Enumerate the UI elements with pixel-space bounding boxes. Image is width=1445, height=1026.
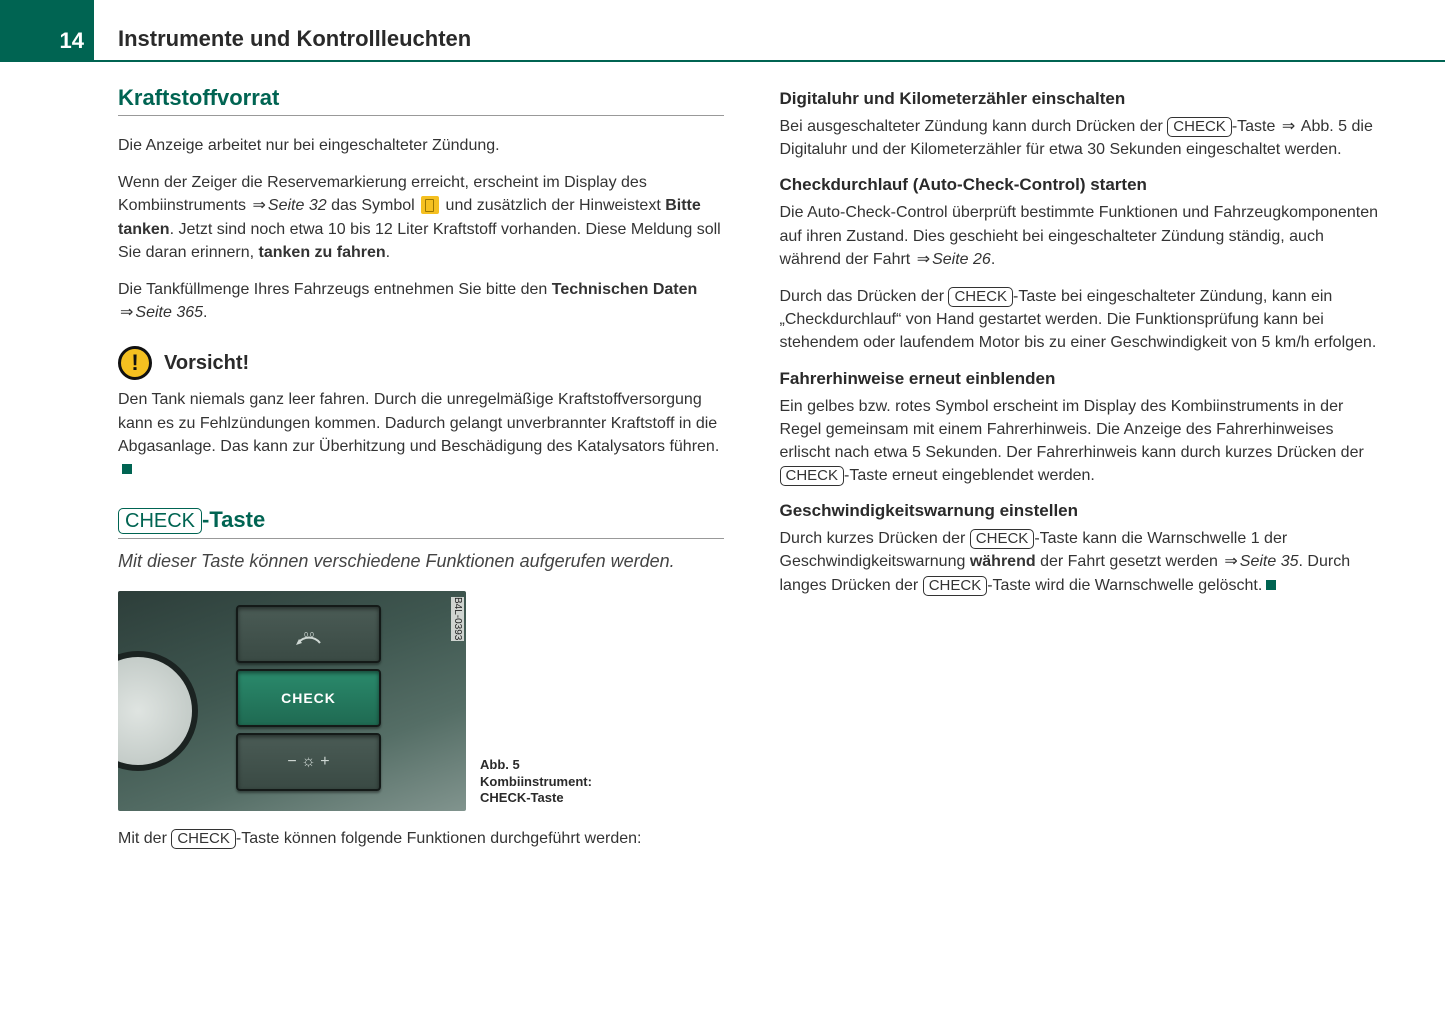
text-fragment: . <box>386 244 390 261</box>
right-column: Digitaluhr und Kilometerzähler einschalt… <box>780 85 1386 996</box>
section-title-kraftstoff: Kraftstoffvorrat <box>118 85 724 116</box>
subheading-checkdurchlauf: Checkdurchlauf (Auto-Check-Control) star… <box>780 175 1386 195</box>
para-r4: Ein gelbes bzw. rotes Symbol erscheint i… <box>780 395 1386 488</box>
dashboard-button-stack: 0.0 CHECK − ☼ + <box>236 605 381 797</box>
check-button-label: CHECK <box>780 466 845 486</box>
ref-arrow-icon <box>118 304 135 321</box>
title-suffix: -Taste <box>202 507 265 532</box>
section-subtitle: Mit dieser Taste können verschiedene Fun… <box>118 549 724 573</box>
svg-text:0.0: 0.0 <box>304 632 314 639</box>
bold-text: Technischen Daten <box>552 281 698 298</box>
text-fragment: Die Tankfüllmenge Ihres Fahrzeugs entneh… <box>118 281 552 298</box>
bold-text: während <box>970 553 1036 570</box>
left-column: Kraftstoffvorrat Die Anzeige arbeitet nu… <box>118 85 724 996</box>
ref-arrow-icon <box>915 251 932 268</box>
page-ref: Seite 26 <box>932 251 991 268</box>
para-check-intro: Mit der CHECK-Taste können folgende Funk… <box>118 827 724 850</box>
text-fragment: Mit der <box>118 830 171 847</box>
section-title-check: CHECK-Taste <box>118 507 724 539</box>
text-fragment: und zusätzlich der Hinweistext <box>441 197 665 214</box>
para-fuel-2: Wenn der Zeiger die Reservemarkierung er… <box>118 171 724 264</box>
end-square-icon <box>1266 580 1276 590</box>
check-button-label: CHECK <box>1167 117 1232 137</box>
check-button-label: CHECK <box>118 508 202 534</box>
text-fragment: . <box>991 251 995 268</box>
figure-caption: Abb. 5 Kombiinstrument: CHECK-Taste <box>480 757 610 812</box>
check-button-label: CHECK <box>948 287 1013 307</box>
text-fragment: Ein gelbes bzw. rotes Symbol erscheint i… <box>780 398 1364 461</box>
para-r1: Bei ausgeschalteter Zündung kann durch D… <box>780 115 1386 161</box>
figure-code: B4L-0393 <box>451 597 464 640</box>
page-number: 14 <box>60 28 84 54</box>
ref-arrow-icon <box>251 197 268 214</box>
check-button-label: CHECK <box>970 529 1035 549</box>
check-button-graphic: CHECK <box>236 669 381 727</box>
text-fragment: -Taste erneut eingeblendet werden. <box>844 467 1095 484</box>
para-r3: Durch das Drücken der CHECK-Taste bei ei… <box>780 285 1386 355</box>
text-fragment: . <box>203 304 207 321</box>
para-fuel-3: Die Tankfüllmenge Ihres Fahrzeugs entneh… <box>118 278 724 324</box>
text-fragment: Durch das Drücken der <box>780 288 949 305</box>
text-fragment: -Taste <box>1232 118 1280 135</box>
gauge-edge-graphic <box>118 651 198 771</box>
text-fragment: der Fahrt gesetzt werden <box>1036 553 1223 570</box>
end-square-icon <box>122 464 132 474</box>
ref-arrow-icon <box>1280 118 1297 135</box>
reset-button-graphic: 0.0 <box>236 605 381 663</box>
ref-arrow-icon <box>1222 553 1239 570</box>
para-r2: Die Auto-Check-Control überprüft bestimm… <box>780 201 1386 271</box>
subheading-digital: Digitaluhr und Kilometerzähler einschalt… <box>780 89 1386 109</box>
figure-block: B4L-0393 0.0 CHECK − ☼ + Abb. 5 Kombiins… <box>118 591 724 811</box>
subheading-geschwindigkeit: Geschwindigkeitswarnung einstellen <box>780 501 1386 521</box>
exclamation-icon: ! <box>131 352 138 374</box>
text-fragment: das Symbol <box>327 197 419 214</box>
page-ref: Seite 365 <box>135 304 203 321</box>
check-button-label: CHECK <box>171 829 236 849</box>
text-fragment: . Jetzt sind noch etwa 10 bis 12 Liter K… <box>118 221 721 261</box>
caution-label: Vorsicht! <box>164 352 249 375</box>
text-fragment: -Taste wird die Warnschwelle gelöscht. <box>987 577 1262 594</box>
text-fragment: Durch kurzes Drücken der <box>780 530 970 547</box>
text-fragment: -Taste können folgende Funktionen durchg… <box>236 830 642 847</box>
header-title-text: Instrumente und Kontrollleuchten <box>118 26 471 52</box>
text-fragment: Den Tank niemals ganz leer fahren. Durch… <box>118 391 719 454</box>
dim-button-graphic: − ☼ + <box>236 733 381 791</box>
page-header: Instrumente und Kontrollleuchten <box>94 0 1445 62</box>
caution-heading: ! Vorsicht! <box>118 346 724 380</box>
caution-icon: ! <box>118 346 152 380</box>
text-fragment: Bei ausgeschalteter Zündung kann durch D… <box>780 118 1168 135</box>
para-fuel-1: Die Anzeige arbeitet nur bei eingeschalt… <box>118 134 724 157</box>
check-button-label: CHECK <box>923 576 988 596</box>
page-ref: Seite 35 <box>1240 553 1299 570</box>
page-ref: Seite 32 <box>268 197 327 214</box>
reset-arc-icon: 0.0 <box>292 621 326 647</box>
content-columns: Kraftstoffvorrat Die Anzeige arbeitet nu… <box>118 85 1385 996</box>
fuel-pump-icon <box>421 196 439 214</box>
bold-text: tanken zu fahren <box>259 244 386 261</box>
subheading-fahrerhinweise: Fahrerhinweise erneut einblenden <box>780 369 1386 389</box>
para-r5: Durch kurzes Drücken der CHECK-Taste kan… <box>780 527 1386 597</box>
page-number-tab: 14 <box>0 0 94 62</box>
figure-image: B4L-0393 0.0 CHECK − ☼ + <box>118 591 466 811</box>
para-caution: Den Tank niemals ganz leer fahren. Durch… <box>118 388 724 481</box>
text-fragment: Die Auto-Check-Control überprüft bestimm… <box>780 204 1379 267</box>
